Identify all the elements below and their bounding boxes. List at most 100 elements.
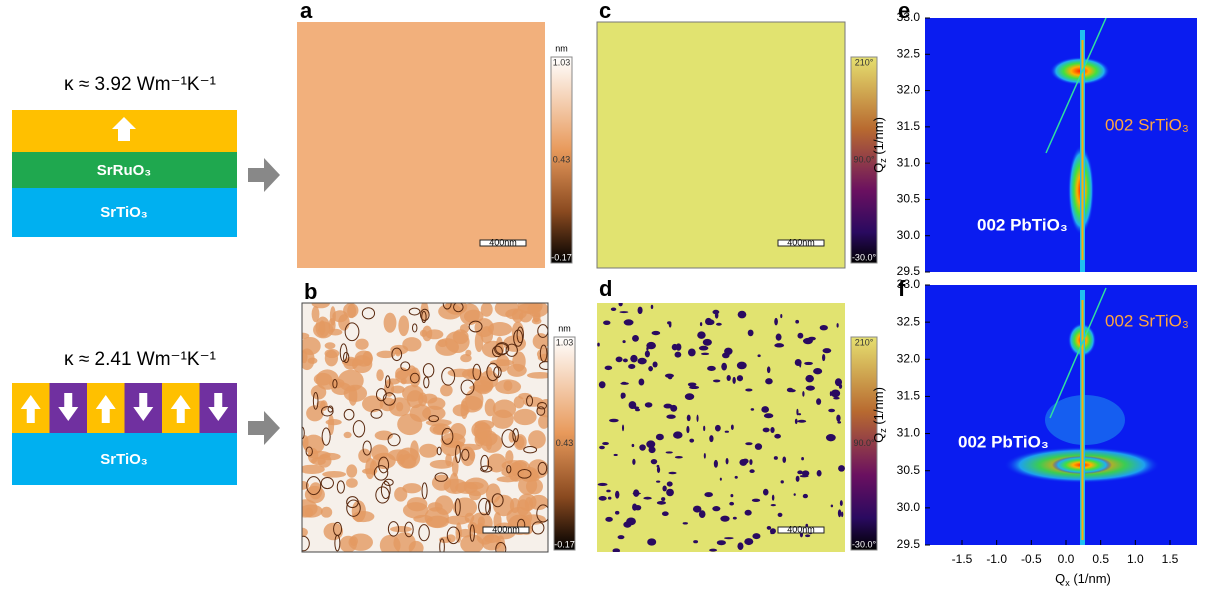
texture xyxy=(657,467,660,473)
texture xyxy=(697,415,699,422)
texture xyxy=(510,498,520,513)
kappa: κ ≈ 3.92 Wm⁻¹K⁻¹ xyxy=(64,74,216,95)
texture xyxy=(481,302,493,317)
texture xyxy=(611,307,616,310)
panel-label: b xyxy=(304,279,317,304)
texture xyxy=(426,329,444,339)
texture xyxy=(638,307,643,314)
texture xyxy=(823,348,832,353)
texture xyxy=(352,355,372,373)
texture xyxy=(407,365,416,377)
texture xyxy=(683,522,688,524)
texture xyxy=(697,331,705,338)
texture xyxy=(597,343,600,347)
texture xyxy=(633,406,639,409)
texture xyxy=(619,301,623,306)
texture xyxy=(699,510,706,518)
texture xyxy=(512,309,523,323)
y-tick-label: 30.0 xyxy=(897,500,921,514)
texture xyxy=(598,483,608,486)
texture xyxy=(715,425,721,432)
colorbar-tick: -0.17 xyxy=(554,539,575,549)
texture xyxy=(835,378,842,386)
texture xyxy=(471,421,490,438)
colorbar-tick: 1.03 xyxy=(553,57,571,67)
texture xyxy=(704,453,706,459)
texture xyxy=(606,490,610,493)
texture xyxy=(714,460,718,468)
axis-label-part: Q xyxy=(871,433,886,443)
texture xyxy=(687,415,691,422)
y-tick-label: 30.5 xyxy=(897,463,921,477)
texture xyxy=(322,471,346,478)
texture xyxy=(653,361,658,367)
texture xyxy=(761,406,769,413)
texture xyxy=(749,459,752,465)
texture xyxy=(717,540,726,545)
afm-image xyxy=(297,22,545,268)
texture xyxy=(701,353,709,355)
texture xyxy=(647,538,656,545)
texture xyxy=(652,331,661,335)
texture xyxy=(774,318,778,325)
texture xyxy=(713,379,720,382)
texture xyxy=(346,464,357,477)
texture xyxy=(615,511,619,515)
texture xyxy=(362,396,383,413)
texture xyxy=(398,315,409,336)
texture xyxy=(767,526,771,530)
texture xyxy=(770,427,774,433)
texture xyxy=(528,430,546,448)
y-tick-label: 32.5 xyxy=(897,46,921,60)
texture xyxy=(806,385,815,390)
x-tick-label: -1.0 xyxy=(986,552,1007,566)
texture xyxy=(666,451,673,453)
texture xyxy=(780,314,782,318)
texture xyxy=(699,346,708,351)
texture xyxy=(704,492,713,497)
arrow xyxy=(248,158,280,192)
colorbar-unit: nm xyxy=(555,43,568,53)
texture xyxy=(803,494,808,498)
texture xyxy=(460,534,484,553)
texture xyxy=(774,434,781,439)
texture xyxy=(487,453,507,472)
texture xyxy=(505,450,513,464)
y-tick-label: 33.0 xyxy=(897,277,921,291)
texture xyxy=(770,532,774,535)
x-tick-label: 1.5 xyxy=(1162,552,1179,566)
texture xyxy=(831,390,840,398)
texture xyxy=(727,375,731,381)
texture xyxy=(455,482,478,494)
texture xyxy=(782,456,786,462)
scale-bar-label: 400nm xyxy=(787,524,815,534)
pfm-image xyxy=(597,22,845,268)
texture xyxy=(805,375,814,382)
colorbar-unit: nm xyxy=(558,323,571,333)
texture xyxy=(460,324,469,333)
texture xyxy=(703,339,712,346)
texture xyxy=(599,496,607,501)
y-tick-label: 29.5 xyxy=(897,537,921,551)
texture xyxy=(729,502,734,506)
texture xyxy=(712,506,720,511)
texture xyxy=(820,325,828,330)
texture xyxy=(666,415,675,419)
texture xyxy=(384,313,397,333)
colorbar-tick: -0.17 xyxy=(551,252,572,262)
texture xyxy=(603,321,610,325)
axis-label-part: Q xyxy=(1055,571,1065,586)
texture xyxy=(668,472,676,474)
texture xyxy=(799,362,801,368)
texture xyxy=(651,459,657,464)
texture xyxy=(609,419,619,422)
texture xyxy=(745,510,752,516)
texture xyxy=(614,454,618,456)
texture xyxy=(837,323,839,327)
texture xyxy=(765,378,773,384)
texture xyxy=(638,358,647,365)
panel-label: a xyxy=(300,0,313,23)
texture xyxy=(781,480,784,483)
texture xyxy=(515,436,524,449)
texture xyxy=(619,311,628,313)
